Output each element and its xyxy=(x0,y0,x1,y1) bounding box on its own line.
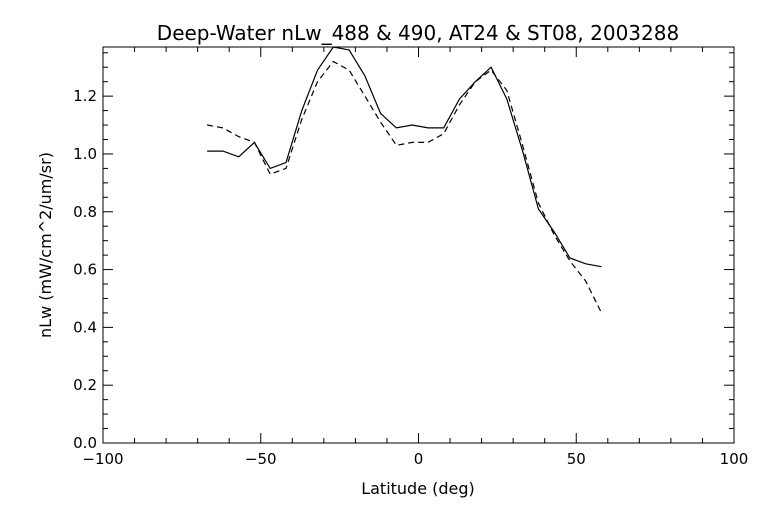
x-tick-label: 100 xyxy=(720,450,749,468)
y-tick-label: 0.6 xyxy=(73,261,97,279)
y-tick-label: 0.0 xyxy=(73,434,97,452)
x-axis-label: Latitude (deg) xyxy=(361,479,475,498)
series-line-dashed xyxy=(206,60,603,314)
series-line-solid xyxy=(207,46,602,268)
chart-title: Deep-Water nLw_488 & 490, AT24 & ST08, 2… xyxy=(157,21,679,45)
plot-frame xyxy=(102,46,735,444)
x-tick-label: −50 xyxy=(245,450,277,468)
x-tick-label: −100 xyxy=(82,450,123,468)
y-axis-label: nLw (mW/cm^2/um/sr) xyxy=(36,152,55,338)
y-tick-label: 1.2 xyxy=(73,87,97,105)
y-tick-label: 0.4 xyxy=(73,318,97,336)
y-tick-label: 1.0 xyxy=(73,145,97,163)
y-tick-label: 0.2 xyxy=(73,376,97,394)
y-tick-label: 0.8 xyxy=(73,203,97,221)
axis-ticks: −100 −50 0 50 100 0.0 0.2 0.4 0.6 0.8 1.0 1.2 xyxy=(73,47,748,468)
x-tick-label: 0 xyxy=(414,450,424,468)
x-tick-label: 50 xyxy=(567,450,586,468)
series-group xyxy=(206,46,603,314)
